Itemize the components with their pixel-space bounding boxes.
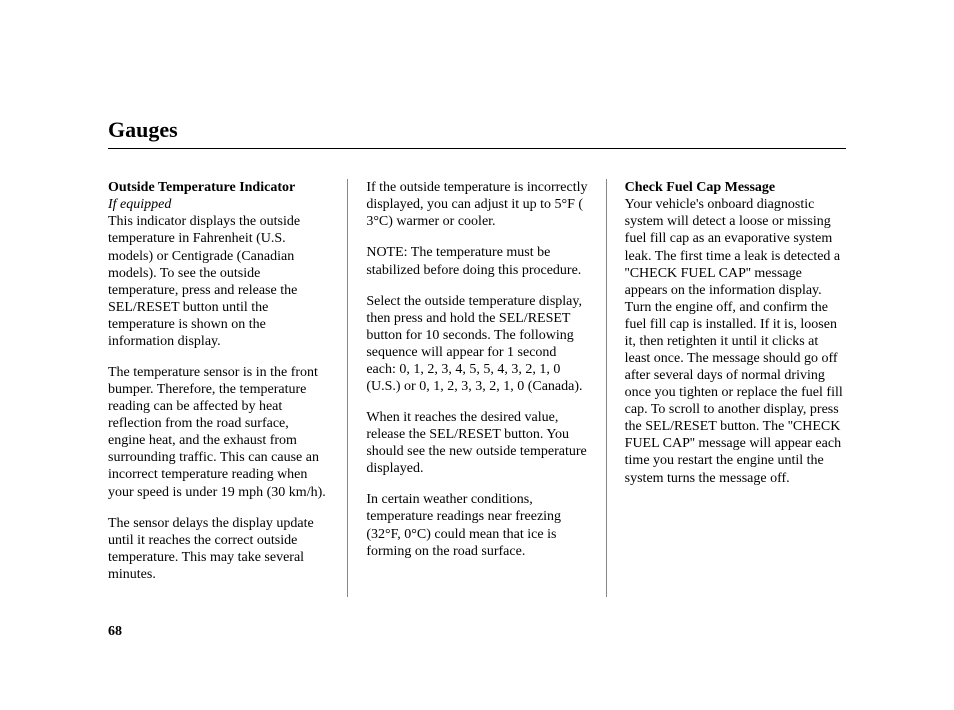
- column-3: Check Fuel Cap Message Your vehicle's on…: [606, 179, 846, 597]
- col1-heading: Outside Temperature Indicator: [108, 179, 329, 196]
- col2-p4: When it reaches the desired value, relea…: [366, 409, 587, 477]
- col1-p2: The temperature sensor is in the front b…: [108, 364, 329, 501]
- page-number: 68: [108, 624, 122, 640]
- col1-sub: If equipped: [108, 196, 329, 213]
- col1-heading-text: Outside Temperature Indicator: [108, 180, 295, 195]
- col2-p1: If the outside temperature is incorrectl…: [366, 179, 587, 230]
- title-row: Gauges: [108, 118, 846, 149]
- col1-p3: The sensor delays the display update unt…: [108, 515, 329, 583]
- columns: Outside Temperature Indicator If equippe…: [108, 179, 846, 597]
- col2-p2: NOTE: The temperature must be stabilized…: [366, 244, 587, 278]
- col3-p1: Your vehicle's onboard diagnostic system…: [625, 196, 846, 486]
- page-title: Gauges: [108, 118, 846, 142]
- title-rule: [108, 148, 846, 149]
- column-1: Outside Temperature Indicator If equippe…: [108, 179, 347, 597]
- column-2: If the outside temperature is incorrectl…: [347, 179, 605, 597]
- col2-p5: In certain weather conditions, temperatu…: [366, 491, 587, 559]
- col3-heading: Check Fuel Cap Message: [625, 179, 846, 196]
- col1-sub-text: If equipped: [108, 197, 171, 212]
- col1-p1: This indicator displays the outside temp…: [108, 213, 329, 350]
- col3-heading-text: Check Fuel Cap Message: [625, 180, 776, 195]
- col2-p3: Select the outside temperature display, …: [366, 293, 587, 395]
- page: Gauges Outside Temperature Indicator If …: [0, 0, 954, 710]
